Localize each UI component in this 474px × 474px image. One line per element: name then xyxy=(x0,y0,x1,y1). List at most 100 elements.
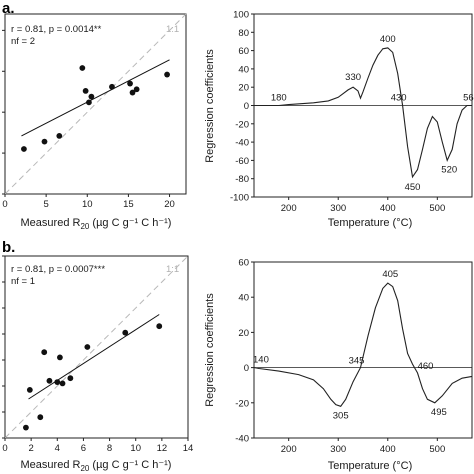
x-axis-label: Temperature (°C) xyxy=(328,217,412,229)
panel-label-a: a. xyxy=(2,0,15,17)
x-tick-label: 300 xyxy=(330,444,346,455)
peak-label: 460 xyxy=(418,361,434,372)
x-tick-label: 5 xyxy=(43,199,48,210)
peak-label: 180 xyxy=(271,93,287,104)
y-tick-label: 60 xyxy=(238,258,249,269)
data-point xyxy=(88,93,95,100)
plot-frame xyxy=(253,261,473,439)
y-tick-label: -40 xyxy=(235,434,249,445)
data-point xyxy=(46,377,53,384)
stats-line-2: nf = 1 xyxy=(11,276,35,287)
peak-label: 305 xyxy=(333,410,349,421)
x-tick-label: 15 xyxy=(123,199,134,210)
y-tick-label: 0 xyxy=(244,101,249,112)
peak-label: 140 xyxy=(253,355,269,366)
one-to-one-line xyxy=(4,255,189,439)
data-point xyxy=(23,424,29,431)
regression-line xyxy=(28,314,160,400)
x-axis-label: Measured R20 (µg C g⁻¹ C h⁻¹) xyxy=(21,459,172,473)
line-chart-a: 200 300 400 500 -100 -80 -60 -40 -20 0 20 40 60 80 100… xyxy=(204,10,474,230)
x-tick-label: 200 xyxy=(281,444,297,455)
data-point xyxy=(127,80,133,87)
y-tick-label: 40 xyxy=(238,293,249,304)
peak-label: 520 xyxy=(441,164,457,175)
x-tick-label: 6 xyxy=(81,443,86,454)
stats-line-1: r = 0.81, p = 0.0014** xyxy=(11,24,102,35)
x-tick-label: 10 xyxy=(130,443,141,454)
data-point xyxy=(79,65,86,71)
series-line xyxy=(254,47,472,179)
line-marks: 200 300 400 500 -100 -80 -60 -40 -20 0 20 40 60 80 100… xyxy=(230,10,474,215)
data-point xyxy=(67,375,74,382)
y-tick-label: 20 xyxy=(238,83,249,94)
data-point xyxy=(54,379,61,385)
x-axis-label: Measured R20 (µg C g⁻¹ C h⁻¹) xyxy=(21,217,172,231)
scatter-marks: 0 2 4 6 8 10 12 14 xyxy=(2,255,194,454)
y-axis-label: Regression coefficients xyxy=(204,49,216,163)
one-to-one-line xyxy=(4,13,187,195)
scatter-chart-a: r = 0.81, p = 0.0014** nf = 2 1:1 0 5 10 15… xyxy=(2,13,187,231)
data-point xyxy=(129,89,136,96)
peak-label: 345 xyxy=(349,356,365,367)
y-tick-label: 80 xyxy=(238,28,249,39)
x-tick-label: 200 xyxy=(281,203,297,214)
y-tick-label: 0 xyxy=(244,363,249,374)
y-tick-label: -40 xyxy=(235,138,249,149)
one-to-one-label: 1:1 xyxy=(166,24,179,35)
panel-label-b: b. xyxy=(2,239,15,256)
peak-label: 430 xyxy=(391,93,407,104)
regression-line xyxy=(21,59,170,137)
data-point xyxy=(57,354,63,361)
x-tick-label: 10 xyxy=(82,199,93,210)
y-tick-label: -60 xyxy=(235,156,249,167)
line-chart-b: 200 300 400 500 -40 -20 0 20 40 60 140 305 345 405 460… xyxy=(204,258,473,472)
data-point xyxy=(41,138,48,145)
one-to-one-label: 1:1 xyxy=(166,264,179,275)
scatter-marks: 0 5 10 15 20 xyxy=(2,13,187,210)
peak-label: 400 xyxy=(380,34,396,45)
x-tick-label: 2 xyxy=(28,443,33,454)
x-tick-label: 0 xyxy=(2,199,7,210)
peak-label: 330 xyxy=(345,72,361,83)
data-point xyxy=(26,387,33,393)
y-tick-label: -80 xyxy=(235,174,249,185)
y-axis-label: Regression coefficients xyxy=(204,293,216,407)
data-point xyxy=(164,71,170,78)
y-tick-label: -20 xyxy=(235,119,249,130)
x-tick-label: 500 xyxy=(429,444,445,455)
y-tick-label: 100 xyxy=(233,10,249,21)
stats-line-1: r = 0.81, p = 0.0007*** xyxy=(11,264,105,275)
data-point xyxy=(86,99,92,106)
y-tick-label: 20 xyxy=(238,328,249,339)
data-point xyxy=(59,380,66,387)
x-tick-label: 4 xyxy=(55,443,60,454)
x-tick-label: 12 xyxy=(157,443,168,454)
peak-label: 450 xyxy=(405,182,421,193)
series-line xyxy=(253,282,473,407)
x-axis-label: Temperature (°C) xyxy=(328,460,412,472)
scatter-chart-b: r = 0.81, p = 0.0007*** nf = 1 1:1 0 2 4 6 8… xyxy=(2,255,194,473)
data-point xyxy=(37,414,44,421)
data-point xyxy=(82,88,89,94)
peak-label: 495 xyxy=(431,407,447,418)
y-tick-label: 60 xyxy=(238,46,249,57)
x-tick-label: 8 xyxy=(107,443,112,454)
data-point xyxy=(84,344,91,350)
x-tick-label: 400 xyxy=(380,444,396,455)
x-tick-label: 300 xyxy=(330,203,346,214)
peak-label: 560 xyxy=(463,93,474,104)
data-point xyxy=(109,83,115,90)
x-tick-label: 20 xyxy=(164,199,175,210)
plot-frame xyxy=(4,13,187,195)
data-point xyxy=(156,323,163,330)
y-tick-label: 40 xyxy=(238,64,249,75)
x-tick-label: 14 xyxy=(183,443,194,454)
data-point xyxy=(41,349,48,356)
stats-line-2: nf = 2 xyxy=(11,36,35,47)
data-point xyxy=(56,133,63,139)
data-point xyxy=(122,329,129,336)
x-tick-label: 0 xyxy=(2,443,7,454)
line-marks: 200 300 400 500 -40 -20 0 20 40 60 140 305 345 405 460… xyxy=(235,258,473,455)
data-point xyxy=(133,86,140,93)
